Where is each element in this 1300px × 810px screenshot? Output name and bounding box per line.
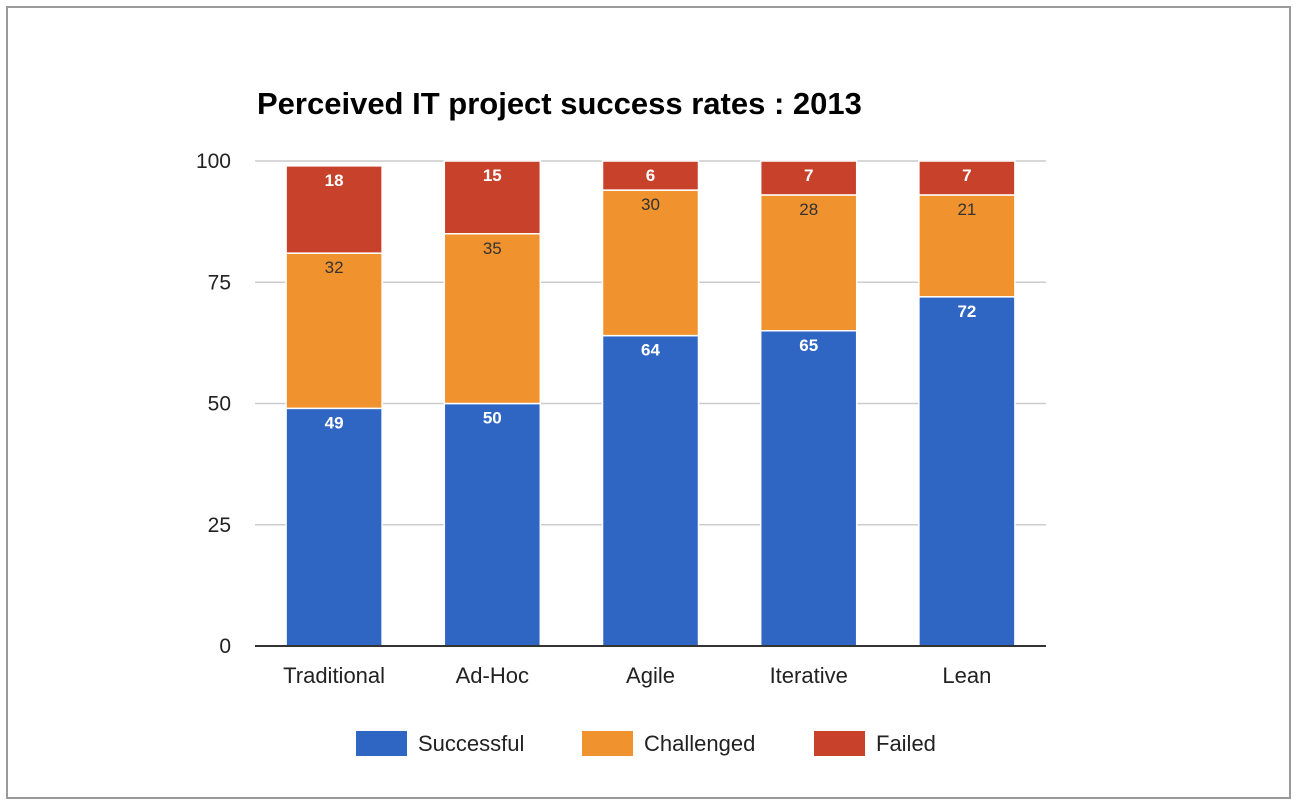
bar-failed-lean xyxy=(918,160,1016,196)
data-label: 6 xyxy=(646,166,655,185)
data-label: 30 xyxy=(641,195,660,214)
bar-successful-agile xyxy=(601,334,700,647)
legend-label-challenged: Challenged xyxy=(644,731,755,756)
legend-label-successful: Successful xyxy=(418,731,524,756)
bar-failed-ad-hoc xyxy=(443,160,542,235)
data-label: 50 xyxy=(483,409,502,428)
data-label: 72 xyxy=(957,302,976,321)
data-label: 7 xyxy=(804,166,813,185)
y-tick-label: 0 xyxy=(219,635,231,658)
x-tick-label: Traditional xyxy=(283,663,385,688)
bar-challenged-ad-hoc xyxy=(443,233,542,405)
bar-failed-traditional xyxy=(285,165,383,254)
data-label: 64 xyxy=(641,341,660,360)
y-tick-label: 100 xyxy=(196,150,231,173)
y-tick-label: 50 xyxy=(208,393,231,416)
bar-failed-iterative xyxy=(759,160,858,196)
x-tick-label: Lean xyxy=(942,663,991,688)
legend-label-failed: Failed xyxy=(876,731,936,756)
data-label: 32 xyxy=(325,258,344,277)
data-label: 28 xyxy=(799,200,818,219)
bar-challenged-agile xyxy=(601,189,700,337)
legend-swatch-challenged xyxy=(582,731,633,756)
y-tick-label: 25 xyxy=(208,514,231,537)
x-tick-label: Iterative xyxy=(770,663,848,688)
axes: 0 25 50 75 100 Traditional Ad-Hoc Agile Iterativ… xyxy=(196,150,1046,688)
x-tick-label: Agile xyxy=(626,663,675,688)
bar-successful-lean xyxy=(918,296,1016,647)
data-label: 18 xyxy=(325,171,344,190)
y-tick-label: 75 xyxy=(208,271,231,294)
bar-successful-traditional xyxy=(285,407,383,647)
data-label: 35 xyxy=(483,239,502,258)
bar-successful-iterative xyxy=(759,330,858,647)
bars: 49 32 18 50 35 15 64 30 6 65 28 7 72 21 7 xyxy=(285,160,1016,647)
data-label: 49 xyxy=(325,413,344,432)
data-label: 65 xyxy=(799,336,818,355)
legend: Successful Challenged Failed xyxy=(356,731,936,756)
bar-challenged-iterative xyxy=(759,194,858,332)
data-label: 21 xyxy=(957,200,976,219)
chart-title: Perceived IT project success rates : 201… xyxy=(257,86,862,121)
legend-swatch-failed xyxy=(814,731,865,756)
data-label: 15 xyxy=(483,166,502,185)
legend-swatch-successful xyxy=(356,731,407,756)
x-tick-label: Ad-Hoc xyxy=(456,663,529,688)
bar-failed-agile xyxy=(601,160,700,191)
bar-successful-ad-hoc xyxy=(443,402,542,647)
bar-challenged-traditional xyxy=(285,252,383,410)
data-label: 7 xyxy=(962,166,971,185)
